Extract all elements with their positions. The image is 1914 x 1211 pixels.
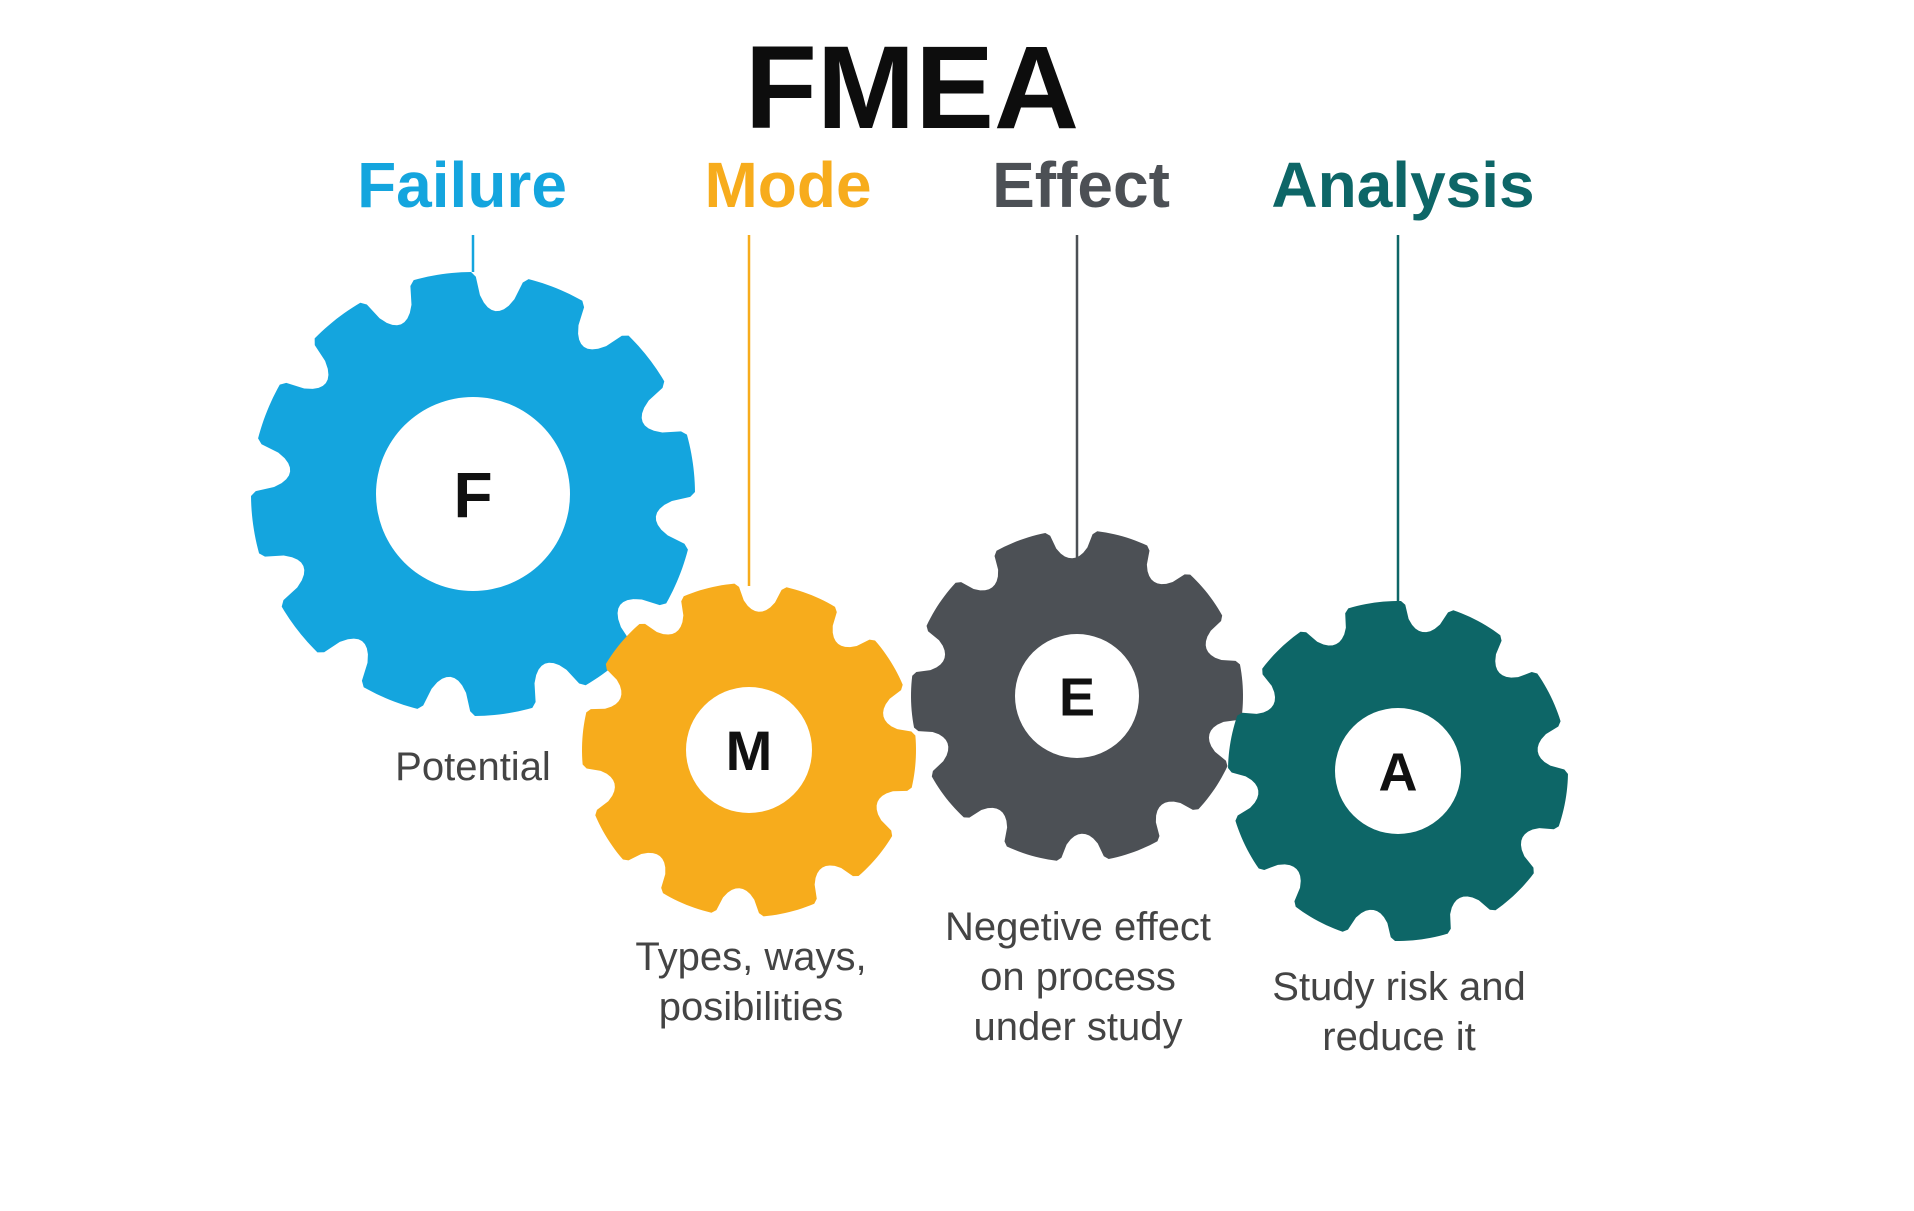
description-line-failure-1: Potential xyxy=(395,745,551,789)
word-label-effect: Effect xyxy=(992,149,1170,221)
gear-letter-analysis: A xyxy=(1379,742,1418,802)
gears-layer: F Failure Potential M Mode Types, ways, posibi… xyxy=(251,149,1568,1059)
description-line-effect-2: on process xyxy=(980,955,1176,999)
gear-hub-failure xyxy=(376,397,570,591)
gear-letter-effect: E xyxy=(1059,667,1095,727)
description-line-analysis-2: reduce it xyxy=(1322,1015,1475,1059)
description-line-effect-3: under study xyxy=(973,1005,1182,1049)
description-line-mode-1: Types, ways, xyxy=(635,935,866,979)
description-line-effect-1: Negetive effect xyxy=(945,905,1211,949)
gear-hub-mode xyxy=(686,687,812,813)
gear-hub-analysis xyxy=(1335,708,1461,834)
description-failure: Potential xyxy=(395,745,551,789)
description-line-mode-2: posibilities xyxy=(659,985,844,1029)
word-label-analysis: Analysis xyxy=(1271,149,1534,221)
gear-hub-effect xyxy=(1015,634,1139,758)
description-line-analysis-1: Study risk and xyxy=(1272,965,1525,1009)
word-label-mode: Mode xyxy=(704,149,871,221)
description-analysis: Study risk and reduce it xyxy=(1272,965,1525,1059)
gear-group-mode: M Mode Types, ways, posibilities xyxy=(582,149,916,1029)
page-title: FMEA xyxy=(745,22,1079,154)
gear-group-analysis: A Analysis Study risk and reduce it xyxy=(1228,149,1568,1059)
description-effect: Negetive effect on process under study xyxy=(945,905,1211,1049)
description-mode: Types, ways, posibilities xyxy=(635,935,866,1029)
gear-letter-mode: M xyxy=(726,719,773,782)
word-label-failure: Failure xyxy=(357,149,567,221)
gear-group-effect: E Effect Negetive effect on process under st… xyxy=(911,149,1243,1049)
gear-group-failure: F Failure Potential xyxy=(251,149,695,789)
gear-letter-failure: F xyxy=(453,459,492,531)
